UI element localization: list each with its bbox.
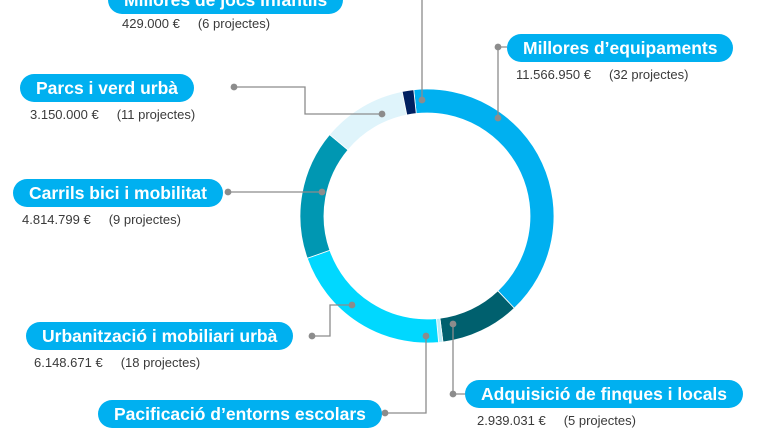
amount-adquisicio-finques: 2.939.031 €: [477, 413, 546, 428]
leader-adquisicio-finques-dot-0: [449, 320, 457, 328]
label-urbanitzacio: Urbanització i mobiliari urbà: [26, 322, 294, 350]
amount-carrils-bici: 4.814.799 €: [22, 212, 91, 227]
leader-carrils-bici-dot-1: [318, 188, 326, 196]
leader-adquisicio-finques-dot-1: [449, 390, 457, 398]
amount-row-adquisicio-finques: 2.939.031 € (5 projectes): [477, 413, 636, 428]
amount-row-equipaments: 11.566.950 € (32 projectes): [516, 67, 688, 82]
leader-parcs-verd-dot-0: [230, 83, 238, 91]
amount-urbanitzacio: 6.148.671 €: [34, 355, 103, 370]
leader-equipaments: [497, 46, 507, 118]
projects-urbanitzacio: (18 projectes): [120, 355, 201, 370]
label-parcs-verd: Parcs i verd urbà: [20, 74, 195, 102]
projects-parcs-verd: (11 projectes): [116, 107, 196, 122]
leader-parcs-verd-dot-1: [378, 110, 386, 118]
label-equipaments: Millores d’equipaments: [507, 34, 734, 62]
label-pacificacio-escolars: Pacificació d’entorns escolars: [98, 400, 382, 428]
leader-carrils-bici-dot-0: [224, 188, 232, 196]
amount-row-jocs-infantils: 429.000 € (6 projectes): [122, 16, 270, 31]
amount-jocs-infantils: 429.000 €: [122, 16, 180, 31]
amount-row-parcs-verd: 3.150.000 € (11 projectes): [30, 107, 195, 122]
leader-pacificacio-escolars-dot-1: [381, 409, 389, 417]
leader-pacificacio-escolars: [385, 336, 427, 414]
slice-urbanitzacio: [306, 249, 440, 344]
projects-carrils-bici: (9 projectes): [108, 212, 181, 227]
amount-equipaments: 11.566.950 €: [516, 67, 591, 82]
projects-adquisicio-finques: (5 projectes): [563, 413, 636, 428]
leader-urbanitzacio-dot-0: [308, 332, 316, 340]
leader-pacificacio-escolars-dot-0: [422, 332, 430, 340]
leader-jocs-infantils-dot-0: [418, 96, 426, 104]
label-jocs-infantils: Millores de jocs infantils: [108, 0, 344, 14]
label-carrils-bici: Carrils bici i mobilitat: [13, 179, 223, 207]
slice-adquisicio-finques: [439, 290, 515, 343]
amount-row-carrils-bici: 4.814.799 € (9 projectes): [22, 212, 181, 227]
amount-parcs-verd: 3.150.000 €: [30, 107, 99, 122]
slice-equipaments: [413, 88, 555, 309]
slice-carrils-bici: [299, 133, 349, 259]
leader-urbanitzacio-dot-1: [348, 301, 356, 309]
amount-row-urbanitzacio: 6.148.671 € (18 projectes): [34, 355, 200, 370]
leader-urbanitzacio: [312, 304, 352, 337]
leader-equipaments-dot-0: [494, 114, 502, 122]
slice-jocs-infantils: [401, 89, 417, 116]
label-adquisicio-finques: Adquisició de finques i locals: [465, 380, 744, 408]
leader-lines: [224, 0, 507, 417]
projects-equipaments: (32 projectes): [608, 67, 689, 82]
donut-slices: [299, 88, 555, 344]
slice-parcs-verd: [328, 90, 408, 151]
leader-equipaments-dot-1: [494, 43, 502, 51]
leader-parcs-verd: [234, 86, 382, 115]
projects-jocs-infantils: (6 projectes): [197, 16, 271, 31]
